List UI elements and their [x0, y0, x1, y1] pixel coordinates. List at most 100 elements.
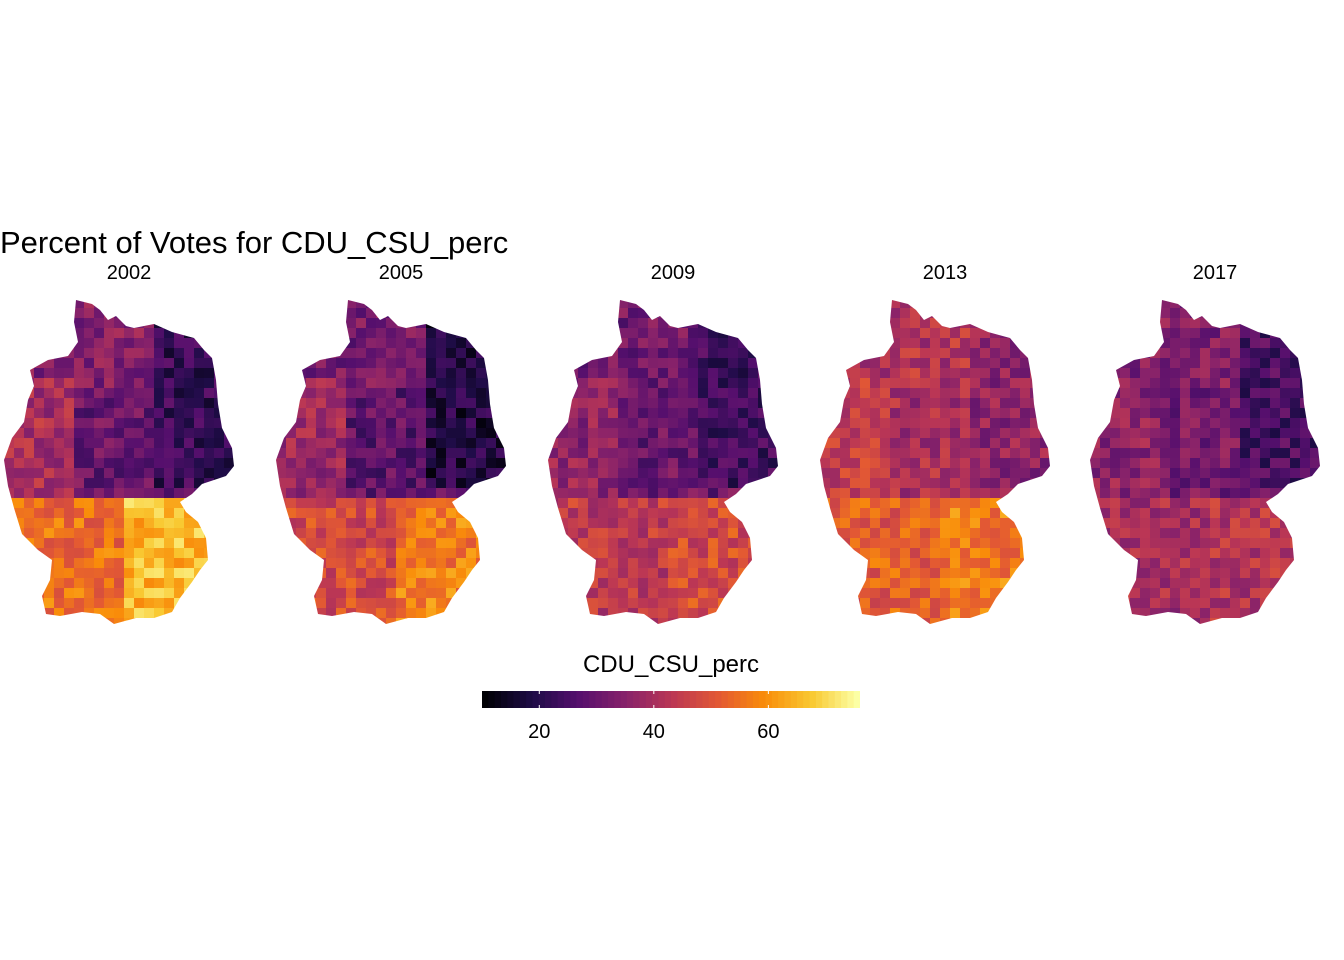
- district-cell: [446, 548, 456, 558]
- district-cell: [850, 558, 860, 568]
- district-cell: [970, 508, 980, 518]
- district-cell: [1030, 328, 1040, 338]
- district-cell: [124, 588, 134, 598]
- district-cell: [346, 438, 356, 448]
- district-cell: [124, 328, 134, 338]
- district-cell: [306, 498, 316, 508]
- district-cell: [64, 348, 74, 358]
- district-cell: [980, 338, 990, 348]
- district-cell: [688, 578, 698, 588]
- district-cell: [830, 618, 840, 624]
- district-cell: [548, 528, 558, 538]
- district-cell: [1020, 458, 1030, 468]
- district-cell: [1090, 378, 1100, 388]
- district-cell: [214, 548, 224, 558]
- district-cell: [486, 528, 496, 538]
- district-cell: [346, 588, 356, 598]
- district-cell: [296, 348, 306, 358]
- district-cell: [1090, 458, 1100, 468]
- district-cell: [910, 558, 920, 568]
- district-cell: [1020, 398, 1030, 408]
- germany-map: [276, 300, 526, 624]
- district-cell: [224, 608, 234, 618]
- district-cell: [326, 418, 336, 428]
- district-cell: [346, 398, 356, 408]
- district-cell: [1290, 398, 1300, 408]
- district-cell: [164, 398, 174, 408]
- district-cell: [164, 388, 174, 398]
- district-cell: [778, 488, 788, 498]
- district-cell: [446, 598, 456, 608]
- district-cell: [84, 458, 94, 468]
- district-cell: [1170, 568, 1180, 578]
- district-cell: [558, 528, 568, 538]
- district-cell: [416, 378, 426, 388]
- district-cell: [890, 548, 900, 558]
- district-cell: [678, 438, 688, 448]
- district-cell: [234, 388, 244, 398]
- district-cell: [970, 578, 980, 588]
- district-cell: [1310, 318, 1320, 328]
- district-cell: [506, 588, 516, 598]
- district-cell: [850, 428, 860, 438]
- district-cell: [1230, 618, 1240, 624]
- district-cell: [1160, 538, 1170, 548]
- district-cell: [840, 618, 850, 624]
- district-cell: [476, 308, 486, 318]
- district-cell: [668, 338, 678, 348]
- district-cell: [608, 348, 618, 358]
- district-cell: [840, 438, 850, 448]
- district-cell: [950, 388, 960, 398]
- district-cell: [990, 578, 1000, 588]
- district-cell: [406, 358, 416, 368]
- district-cell: [1150, 598, 1160, 608]
- district-cell: [1250, 528, 1260, 538]
- district-cell: [164, 508, 174, 518]
- district-cell: [326, 358, 336, 368]
- district-cell: [758, 508, 768, 518]
- district-cell: [426, 318, 436, 328]
- district-cell: [768, 498, 778, 508]
- district-cell: [174, 598, 184, 608]
- district-cell: [224, 448, 234, 458]
- district-cell: [1170, 378, 1180, 388]
- district-cell: [356, 418, 366, 428]
- district-cell: [244, 358, 254, 368]
- district-cell: [1290, 558, 1300, 568]
- district-cell: [64, 418, 74, 428]
- district-cell: [194, 408, 204, 418]
- district-cell: [608, 368, 618, 378]
- district-cell: [54, 408, 64, 418]
- district-cell: [406, 338, 416, 348]
- district-cell: [658, 448, 668, 458]
- district-cell: [516, 598, 526, 608]
- district-cell: [276, 438, 286, 448]
- district-cell: [548, 358, 558, 368]
- district-cell: [1130, 568, 1140, 578]
- district-cell: [900, 328, 910, 338]
- district-cell: [1130, 518, 1140, 528]
- district-cell: [708, 438, 718, 448]
- district-cell: [1230, 588, 1240, 598]
- district-cell: [84, 608, 94, 618]
- district-cell: [276, 308, 286, 318]
- district-cell: [1140, 428, 1150, 438]
- district-cell: [1210, 458, 1220, 468]
- district-cell: [184, 428, 194, 438]
- district-cell: [840, 388, 850, 398]
- district-cell: [980, 518, 990, 528]
- district-cell: [1120, 528, 1130, 538]
- district-cell: [820, 548, 830, 558]
- district-cell: [698, 378, 708, 388]
- district-cell: [94, 368, 104, 378]
- district-cell: [24, 318, 34, 328]
- district-cell: [568, 578, 578, 588]
- district-cell: [466, 328, 476, 338]
- district-cell: [366, 308, 376, 318]
- district-cell: [214, 468, 224, 478]
- district-cell: [1000, 568, 1010, 578]
- district-cell: [758, 548, 768, 558]
- district-cell: [1320, 558, 1330, 568]
- district-cell: [728, 328, 738, 338]
- district-cell: [336, 388, 346, 398]
